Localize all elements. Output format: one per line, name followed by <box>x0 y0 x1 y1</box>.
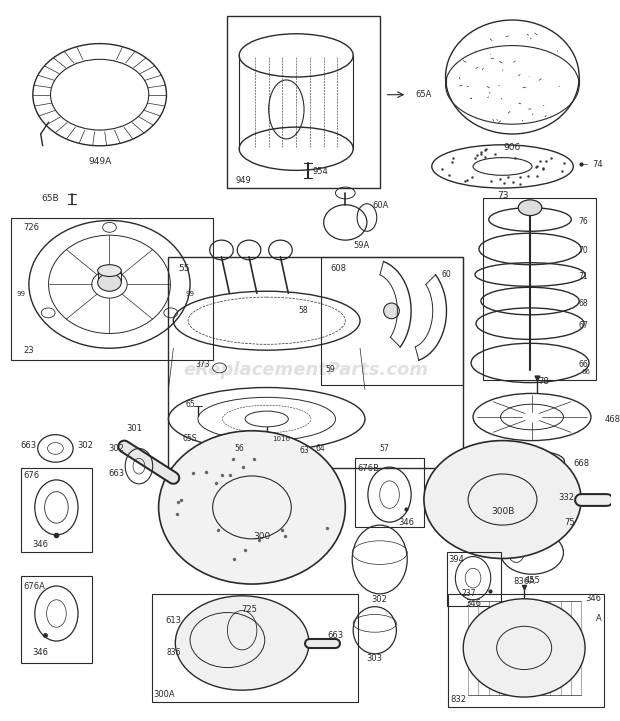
Text: 300A: 300A <box>154 689 175 699</box>
Text: 346: 346 <box>398 518 414 526</box>
Text: 59A: 59A <box>353 241 369 249</box>
Text: 373: 373 <box>195 360 210 369</box>
Text: 76: 76 <box>578 217 588 226</box>
Text: 302: 302 <box>372 596 388 604</box>
Text: 63: 63 <box>299 446 309 455</box>
Ellipse shape <box>98 265 122 276</box>
Text: 74: 74 <box>593 160 603 169</box>
Ellipse shape <box>175 596 309 690</box>
Text: 676: 676 <box>23 472 39 480</box>
Text: 300B: 300B <box>491 507 514 516</box>
Text: 66: 66 <box>582 369 591 375</box>
Text: 23: 23 <box>23 345 33 355</box>
Text: 613: 613 <box>166 616 181 625</box>
Bar <box>21 468 92 552</box>
Text: 60: 60 <box>441 270 451 279</box>
Text: 954: 954 <box>313 167 329 176</box>
Text: 99: 99 <box>17 291 25 297</box>
Text: 906: 906 <box>503 143 521 152</box>
Text: 832: 832 <box>451 696 466 704</box>
Text: 949A: 949A <box>88 157 111 166</box>
Bar <box>510 490 554 505</box>
Text: 346: 346 <box>33 648 49 658</box>
Text: 468: 468 <box>604 415 620 425</box>
Text: 59: 59 <box>326 366 335 374</box>
Text: 302: 302 <box>108 444 124 453</box>
Bar <box>21 576 92 663</box>
Text: 67: 67 <box>578 321 588 330</box>
Text: 949: 949 <box>235 176 251 185</box>
Bar <box>169 257 463 468</box>
Text: 725: 725 <box>241 605 257 614</box>
Bar <box>321 257 463 384</box>
Text: 455: 455 <box>524 575 540 585</box>
Text: 346: 346 <box>585 594 601 603</box>
Text: 58: 58 <box>298 306 308 315</box>
Bar <box>11 218 213 360</box>
Text: 608: 608 <box>330 264 347 273</box>
Text: 663: 663 <box>108 469 125 477</box>
Text: 663: 663 <box>327 631 343 640</box>
Text: 71: 71 <box>578 272 588 281</box>
Text: 676A: 676A <box>23 582 45 590</box>
Text: 99: 99 <box>185 291 195 297</box>
Ellipse shape <box>424 441 581 559</box>
Text: 332: 332 <box>559 493 574 502</box>
Text: 668: 668 <box>573 459 589 468</box>
Text: A: A <box>596 614 601 623</box>
Text: 68: 68 <box>578 298 588 308</box>
Text: 65S: 65S <box>183 434 197 443</box>
Ellipse shape <box>98 273 122 291</box>
Text: 302: 302 <box>77 441 93 450</box>
Bar <box>446 552 500 606</box>
Text: 301: 301 <box>126 424 142 433</box>
Text: 346: 346 <box>465 599 481 609</box>
Bar <box>483 198 596 380</box>
Text: 676B: 676B <box>357 464 379 472</box>
Bar <box>355 459 424 527</box>
Text: 65B: 65B <box>42 195 60 203</box>
Text: 726: 726 <box>23 223 39 232</box>
Text: 78: 78 <box>538 377 549 386</box>
Ellipse shape <box>384 303 399 319</box>
Text: 663: 663 <box>21 441 37 450</box>
Text: 300: 300 <box>253 532 270 541</box>
Bar <box>228 16 379 188</box>
Ellipse shape <box>159 430 345 584</box>
Text: 60A: 60A <box>373 201 389 211</box>
Text: 394: 394 <box>448 555 464 564</box>
Text: 56: 56 <box>234 444 244 453</box>
Text: 303: 303 <box>367 654 383 663</box>
Text: 65: 65 <box>185 399 195 409</box>
Text: 57: 57 <box>379 444 389 453</box>
Text: 65A: 65A <box>416 90 432 99</box>
Bar <box>448 594 604 707</box>
Text: 73: 73 <box>497 191 508 200</box>
Text: eReplacementParts.com: eReplacementParts.com <box>184 360 428 379</box>
Ellipse shape <box>518 200 542 216</box>
Text: 836: 836 <box>166 648 180 658</box>
Text: 346: 346 <box>33 540 49 549</box>
Ellipse shape <box>518 492 546 503</box>
Text: 836A: 836A <box>513 577 535 585</box>
Text: 1016: 1016 <box>272 435 290 442</box>
Ellipse shape <box>463 598 585 697</box>
Text: 70: 70 <box>578 247 588 255</box>
Text: 75: 75 <box>564 518 575 526</box>
Bar <box>152 594 358 702</box>
Text: 55: 55 <box>179 264 190 273</box>
Text: 66: 66 <box>578 360 588 369</box>
Text: 237: 237 <box>462 589 476 598</box>
Text: 64: 64 <box>316 444 326 453</box>
